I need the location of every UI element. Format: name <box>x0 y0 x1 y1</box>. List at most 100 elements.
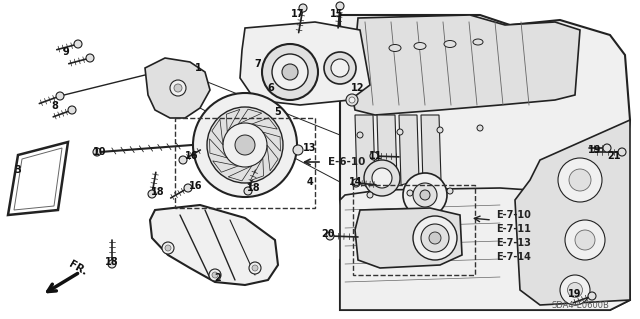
Circle shape <box>569 169 591 191</box>
Circle shape <box>352 179 360 187</box>
Ellipse shape <box>389 44 401 51</box>
Circle shape <box>209 269 221 281</box>
Circle shape <box>603 144 611 152</box>
Circle shape <box>326 232 334 240</box>
Polygon shape <box>228 166 252 181</box>
Circle shape <box>560 275 590 305</box>
Text: SDA4-E0600B: SDA4-E0600B <box>551 300 609 309</box>
Text: 13: 13 <box>303 143 317 153</box>
Text: 4: 4 <box>307 177 314 187</box>
Text: 8: 8 <box>52 101 58 111</box>
Circle shape <box>212 272 218 278</box>
Polygon shape <box>150 205 278 285</box>
Text: 21: 21 <box>607 151 621 161</box>
Polygon shape <box>240 22 370 105</box>
Text: 12: 12 <box>351 83 365 93</box>
Circle shape <box>207 107 283 183</box>
Circle shape <box>331 59 349 77</box>
Text: 14: 14 <box>349 177 363 187</box>
Circle shape <box>244 187 252 195</box>
Circle shape <box>346 94 358 106</box>
Circle shape <box>162 242 174 254</box>
Circle shape <box>93 148 101 156</box>
Text: FR.: FR. <box>67 259 89 277</box>
Polygon shape <box>238 109 262 124</box>
Circle shape <box>367 192 373 198</box>
Circle shape <box>477 125 483 131</box>
Circle shape <box>179 156 187 164</box>
Text: 10: 10 <box>93 147 107 157</box>
Ellipse shape <box>414 42 426 49</box>
Circle shape <box>184 184 192 192</box>
Circle shape <box>370 152 378 160</box>
Circle shape <box>588 292 596 300</box>
Text: 17: 17 <box>291 9 305 19</box>
Text: E-7-13: E-7-13 <box>496 238 531 248</box>
Circle shape <box>575 230 595 250</box>
Circle shape <box>272 54 308 90</box>
Polygon shape <box>340 160 630 310</box>
Circle shape <box>68 106 76 114</box>
Circle shape <box>349 97 355 103</box>
Circle shape <box>618 148 626 156</box>
Polygon shape <box>212 119 223 145</box>
Text: E-6-10: E-6-10 <box>328 157 365 167</box>
Circle shape <box>437 127 443 133</box>
Polygon shape <box>212 161 238 172</box>
Bar <box>175 118 315 208</box>
Circle shape <box>249 262 261 274</box>
Circle shape <box>170 80 186 96</box>
Circle shape <box>299 4 307 12</box>
Circle shape <box>565 220 605 260</box>
Text: 16: 16 <box>189 181 203 191</box>
Polygon shape <box>355 208 462 268</box>
Polygon shape <box>263 132 280 151</box>
Text: 18: 18 <box>247 183 261 193</box>
Polygon shape <box>250 158 264 181</box>
Circle shape <box>223 123 267 167</box>
Circle shape <box>413 216 457 260</box>
Ellipse shape <box>473 39 483 45</box>
Circle shape <box>447 242 453 248</box>
Text: 7: 7 <box>255 59 261 69</box>
Circle shape <box>193 93 297 197</box>
Circle shape <box>282 64 298 80</box>
Circle shape <box>324 52 356 84</box>
Polygon shape <box>350 15 580 115</box>
Polygon shape <box>355 115 375 185</box>
Text: 6: 6 <box>268 83 275 93</box>
Text: E-7-10: E-7-10 <box>496 210 531 220</box>
Polygon shape <box>227 109 240 132</box>
Text: 18: 18 <box>105 257 119 267</box>
Polygon shape <box>421 115 441 185</box>
Circle shape <box>558 158 602 202</box>
Text: 3: 3 <box>15 165 21 175</box>
Circle shape <box>165 245 171 251</box>
Circle shape <box>336 2 344 10</box>
Circle shape <box>86 54 94 62</box>
Text: E-7-14: E-7-14 <box>496 252 531 262</box>
Text: 18: 18 <box>151 187 165 197</box>
Text: 20: 20 <box>321 229 335 239</box>
Polygon shape <box>209 139 227 158</box>
Text: E-7-11: E-7-11 <box>496 224 531 234</box>
Polygon shape <box>515 120 630 305</box>
Circle shape <box>429 232 441 244</box>
Circle shape <box>397 129 403 135</box>
Polygon shape <box>252 118 277 129</box>
Circle shape <box>262 44 318 100</box>
Text: 11: 11 <box>369 151 383 161</box>
Circle shape <box>108 260 116 268</box>
Text: 19: 19 <box>568 289 582 299</box>
Text: 19: 19 <box>588 145 602 155</box>
Polygon shape <box>399 115 419 185</box>
Text: 16: 16 <box>185 151 199 161</box>
Circle shape <box>235 135 255 155</box>
Polygon shape <box>145 58 210 118</box>
Polygon shape <box>267 145 278 171</box>
Circle shape <box>364 160 400 196</box>
Circle shape <box>447 188 453 194</box>
Polygon shape <box>340 15 630 310</box>
Circle shape <box>397 245 403 251</box>
Circle shape <box>420 190 430 200</box>
